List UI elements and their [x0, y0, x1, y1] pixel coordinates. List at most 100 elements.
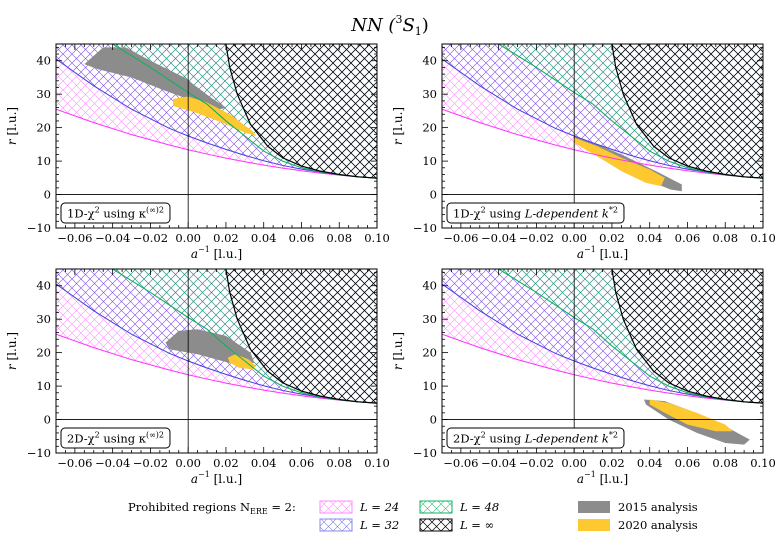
svg-text:1D-χ2 using L-dependent k*2: 1D-χ2 using L-dependent k*2	[453, 206, 618, 221]
panel-4: −0.06 −0.04 −0.02 0.00 0.02 0.04 0.06 0.08 0.10 −…	[391, 268, 776, 486]
boundary-l24	[442, 333, 763, 404]
y-tick-label: 40	[36, 54, 51, 68]
x-tick-label: 0.06	[675, 231, 701, 245]
axes-frame	[55, 268, 378, 454]
y-tick-label: 20	[36, 346, 51, 360]
y-tick-label: 0	[430, 413, 437, 427]
y-tick-label: 30	[36, 87, 51, 101]
legend-swatch-l32	[319, 518, 353, 532]
x-tick-label: 0.02	[213, 231, 239, 245]
y-tick-label: 10	[422, 154, 437, 168]
x-tick-label: −0.02	[519, 456, 554, 470]
blob-2020	[649, 399, 733, 432]
x-tick-label: −0.02	[519, 231, 554, 245]
boundary-l24	[56, 333, 377, 404]
x-tick-label: −0.02	[133, 231, 168, 245]
x-tick-label: −0.02	[133, 456, 168, 470]
legend-label-l24: L = 24	[359, 500, 399, 514]
legend-label-l32: L = 32	[359, 518, 399, 532]
panel-3: −0.06 −0.04 −0.02 0.00 0.02 0.04 0.06 0.08 0.10 −…	[5, 268, 390, 486]
y-tick-label: 30	[422, 87, 437, 101]
x-tick-label: −0.06	[57, 456, 92, 470]
legend-label-l48: L = 48	[459, 500, 499, 514]
x-tick-label: 0.04	[251, 456, 277, 470]
boundary-l24	[442, 108, 763, 179]
x-tick-label: 0.06	[289, 456, 315, 470]
y-tick-label: 20	[422, 121, 437, 135]
x-tick-label: −0.04	[481, 456, 516, 470]
panel-plot-area	[56, 44, 377, 228]
panel-label: 1D-χ2 using L-dependent k*2	[446, 202, 625, 224]
y-tick-label: 0	[44, 188, 51, 202]
x-tick-label: −0.04	[481, 231, 516, 245]
axes-frame	[441, 268, 764, 454]
legend-label-2020: 2020 analysis	[618, 518, 698, 532]
x-tick-label: 0.08	[712, 231, 738, 245]
legend: Prohibited regions NERE = 2: L = 24 L = …	[128, 500, 698, 532]
x-tick-label: 0.08	[326, 456, 352, 470]
y-tick-label: 40	[422, 279, 437, 293]
x-tick-label: 0.04	[637, 231, 663, 245]
svg-text:1D-χ2 using κ(∞)2: 1D-χ2 using κ(∞)2	[67, 206, 164, 221]
x-axis-label: a−1 [l.u.]	[577, 245, 628, 261]
region-linf	[442, 269, 763, 404]
blob-2020	[173, 96, 257, 136]
y-axis-label: r [l.u.]	[5, 107, 19, 145]
y-tick-label: −10	[413, 446, 437, 460]
axes-frame	[55, 43, 378, 229]
legend-swatch-2015	[578, 501, 610, 513]
x-tick-label: 0.02	[213, 456, 239, 470]
y-tick-label: −10	[27, 446, 51, 460]
x-axis-label: a−1 [l.u.]	[191, 245, 242, 261]
y-axis-label: r [l.u.]	[391, 107, 405, 145]
boundary-l24	[56, 108, 377, 179]
boundary-linf	[611, 44, 763, 179]
y-tick-label: −10	[413, 221, 437, 235]
panel-plot-area	[442, 269, 763, 453]
y-tick-label: 10	[36, 154, 51, 168]
y-tick-label: 0	[430, 188, 437, 202]
y-axis-label: r [l.u.]	[391, 332, 405, 370]
legend-swatch-l48	[419, 500, 453, 514]
region-linf	[56, 44, 377, 179]
y-tick-label: 40	[422, 54, 437, 68]
y-tick-label: 20	[422, 346, 437, 360]
blob-2020	[574, 137, 665, 187]
x-tick-label: −0.06	[57, 231, 92, 245]
panel-label: 2D-χ2 using L-dependent k*2	[446, 427, 625, 449]
x-axis-label: a−1 [l.u.]	[191, 470, 242, 486]
x-tick-label: 0.06	[675, 456, 701, 470]
y-tick-label: 10	[36, 379, 51, 393]
panel-label: 2D-χ2 using κ(∞)2	[60, 427, 171, 449]
y-tick-label: 40	[36, 279, 51, 293]
x-tick-label: 0.00	[561, 456, 587, 470]
boundary-linf	[225, 269, 377, 404]
legend-swatch-l24	[319, 500, 353, 514]
x-tick-label: −0.04	[95, 231, 130, 245]
y-tick-label: −10	[27, 221, 51, 235]
boundary-linf	[225, 44, 377, 179]
y-tick-label: 20	[36, 121, 51, 135]
x-axis-label: a−1 [l.u.]	[577, 470, 628, 486]
region-linf	[442, 44, 763, 179]
y-axis-label: r [l.u.]	[5, 332, 19, 370]
panel-label: 1D-χ2 using κ(∞)2	[60, 202, 171, 224]
x-tick-label: 0.10	[750, 456, 776, 470]
panel-plot-area	[56, 269, 377, 453]
boundary-linf	[611, 269, 763, 404]
x-tick-label: 0.04	[251, 231, 277, 245]
panel-1: −0.06 −0.04 −0.02 0.00 0.02 0.04 0.06 0.08 0.10 −…	[5, 43, 390, 261]
panel-plot-area	[442, 44, 763, 228]
x-tick-label: −0.04	[95, 456, 130, 470]
chart-title: NN (3S1)	[350, 13, 429, 38]
x-tick-label: 0.10	[364, 231, 390, 245]
x-tick-label: 0.10	[364, 456, 390, 470]
x-tick-label: 0.08	[326, 231, 352, 245]
axes-frame	[441, 43, 764, 229]
legend-title: Prohibited regions NERE = 2:	[128, 500, 296, 516]
blob-2020	[227, 354, 257, 370]
x-tick-label: −0.06	[443, 231, 478, 245]
legend-label-2015: 2015 analysis	[618, 500, 698, 514]
svg-text:2D-χ2 using κ(∞)2: 2D-χ2 using κ(∞)2	[67, 431, 164, 446]
